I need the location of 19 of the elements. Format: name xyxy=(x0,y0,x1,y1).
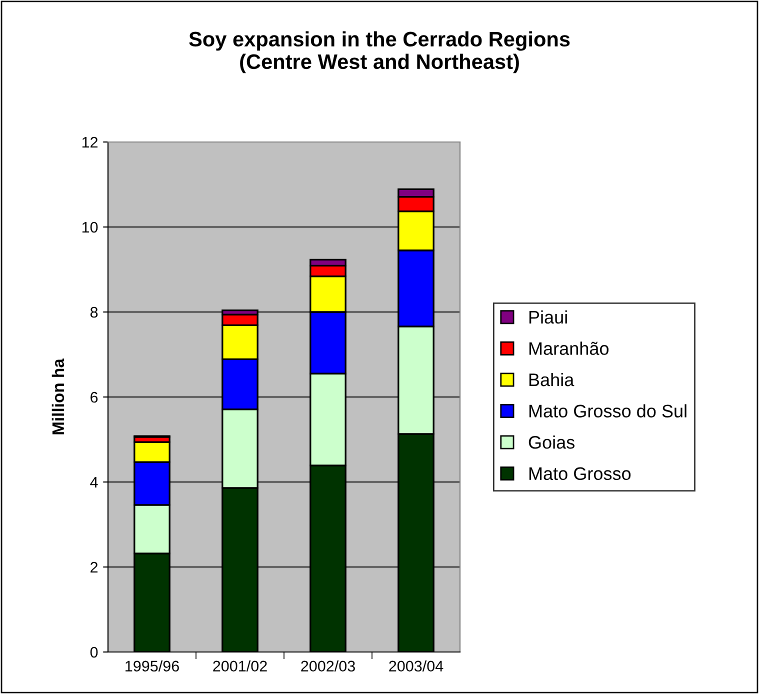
y-axis-title: Million ha xyxy=(52,358,64,434)
legend-label: Bahia xyxy=(529,372,574,386)
y-tick-label: 6 xyxy=(90,392,98,403)
x-tick-label: 2001/02 xyxy=(213,660,267,672)
legend-label: Maranhão xyxy=(529,342,609,355)
y-tick-label: 12 xyxy=(82,136,98,148)
legend-label: Piaui xyxy=(529,310,567,324)
x-tick-label: 2002/03 xyxy=(301,660,355,672)
chart-title: Soy expansion in the Cerrado Regions (Centre West and Northeast) xyxy=(189,31,570,74)
legend-label: Goias xyxy=(528,436,574,449)
y-tick-label: 8 xyxy=(90,306,98,318)
legend-label: Mato Grosso do Sul xyxy=(529,404,686,418)
x-tick-label: 2003/04 xyxy=(389,660,444,672)
x-tick-label: 1995/96 xyxy=(126,660,179,672)
y-tick-label: 4 xyxy=(90,477,98,488)
y-tick-label: 0 xyxy=(90,646,98,658)
legend-label: Mato Grosso xyxy=(529,467,631,480)
y-tick-label: 2 xyxy=(90,562,98,573)
y-tick-label: 10 xyxy=(82,222,98,233)
